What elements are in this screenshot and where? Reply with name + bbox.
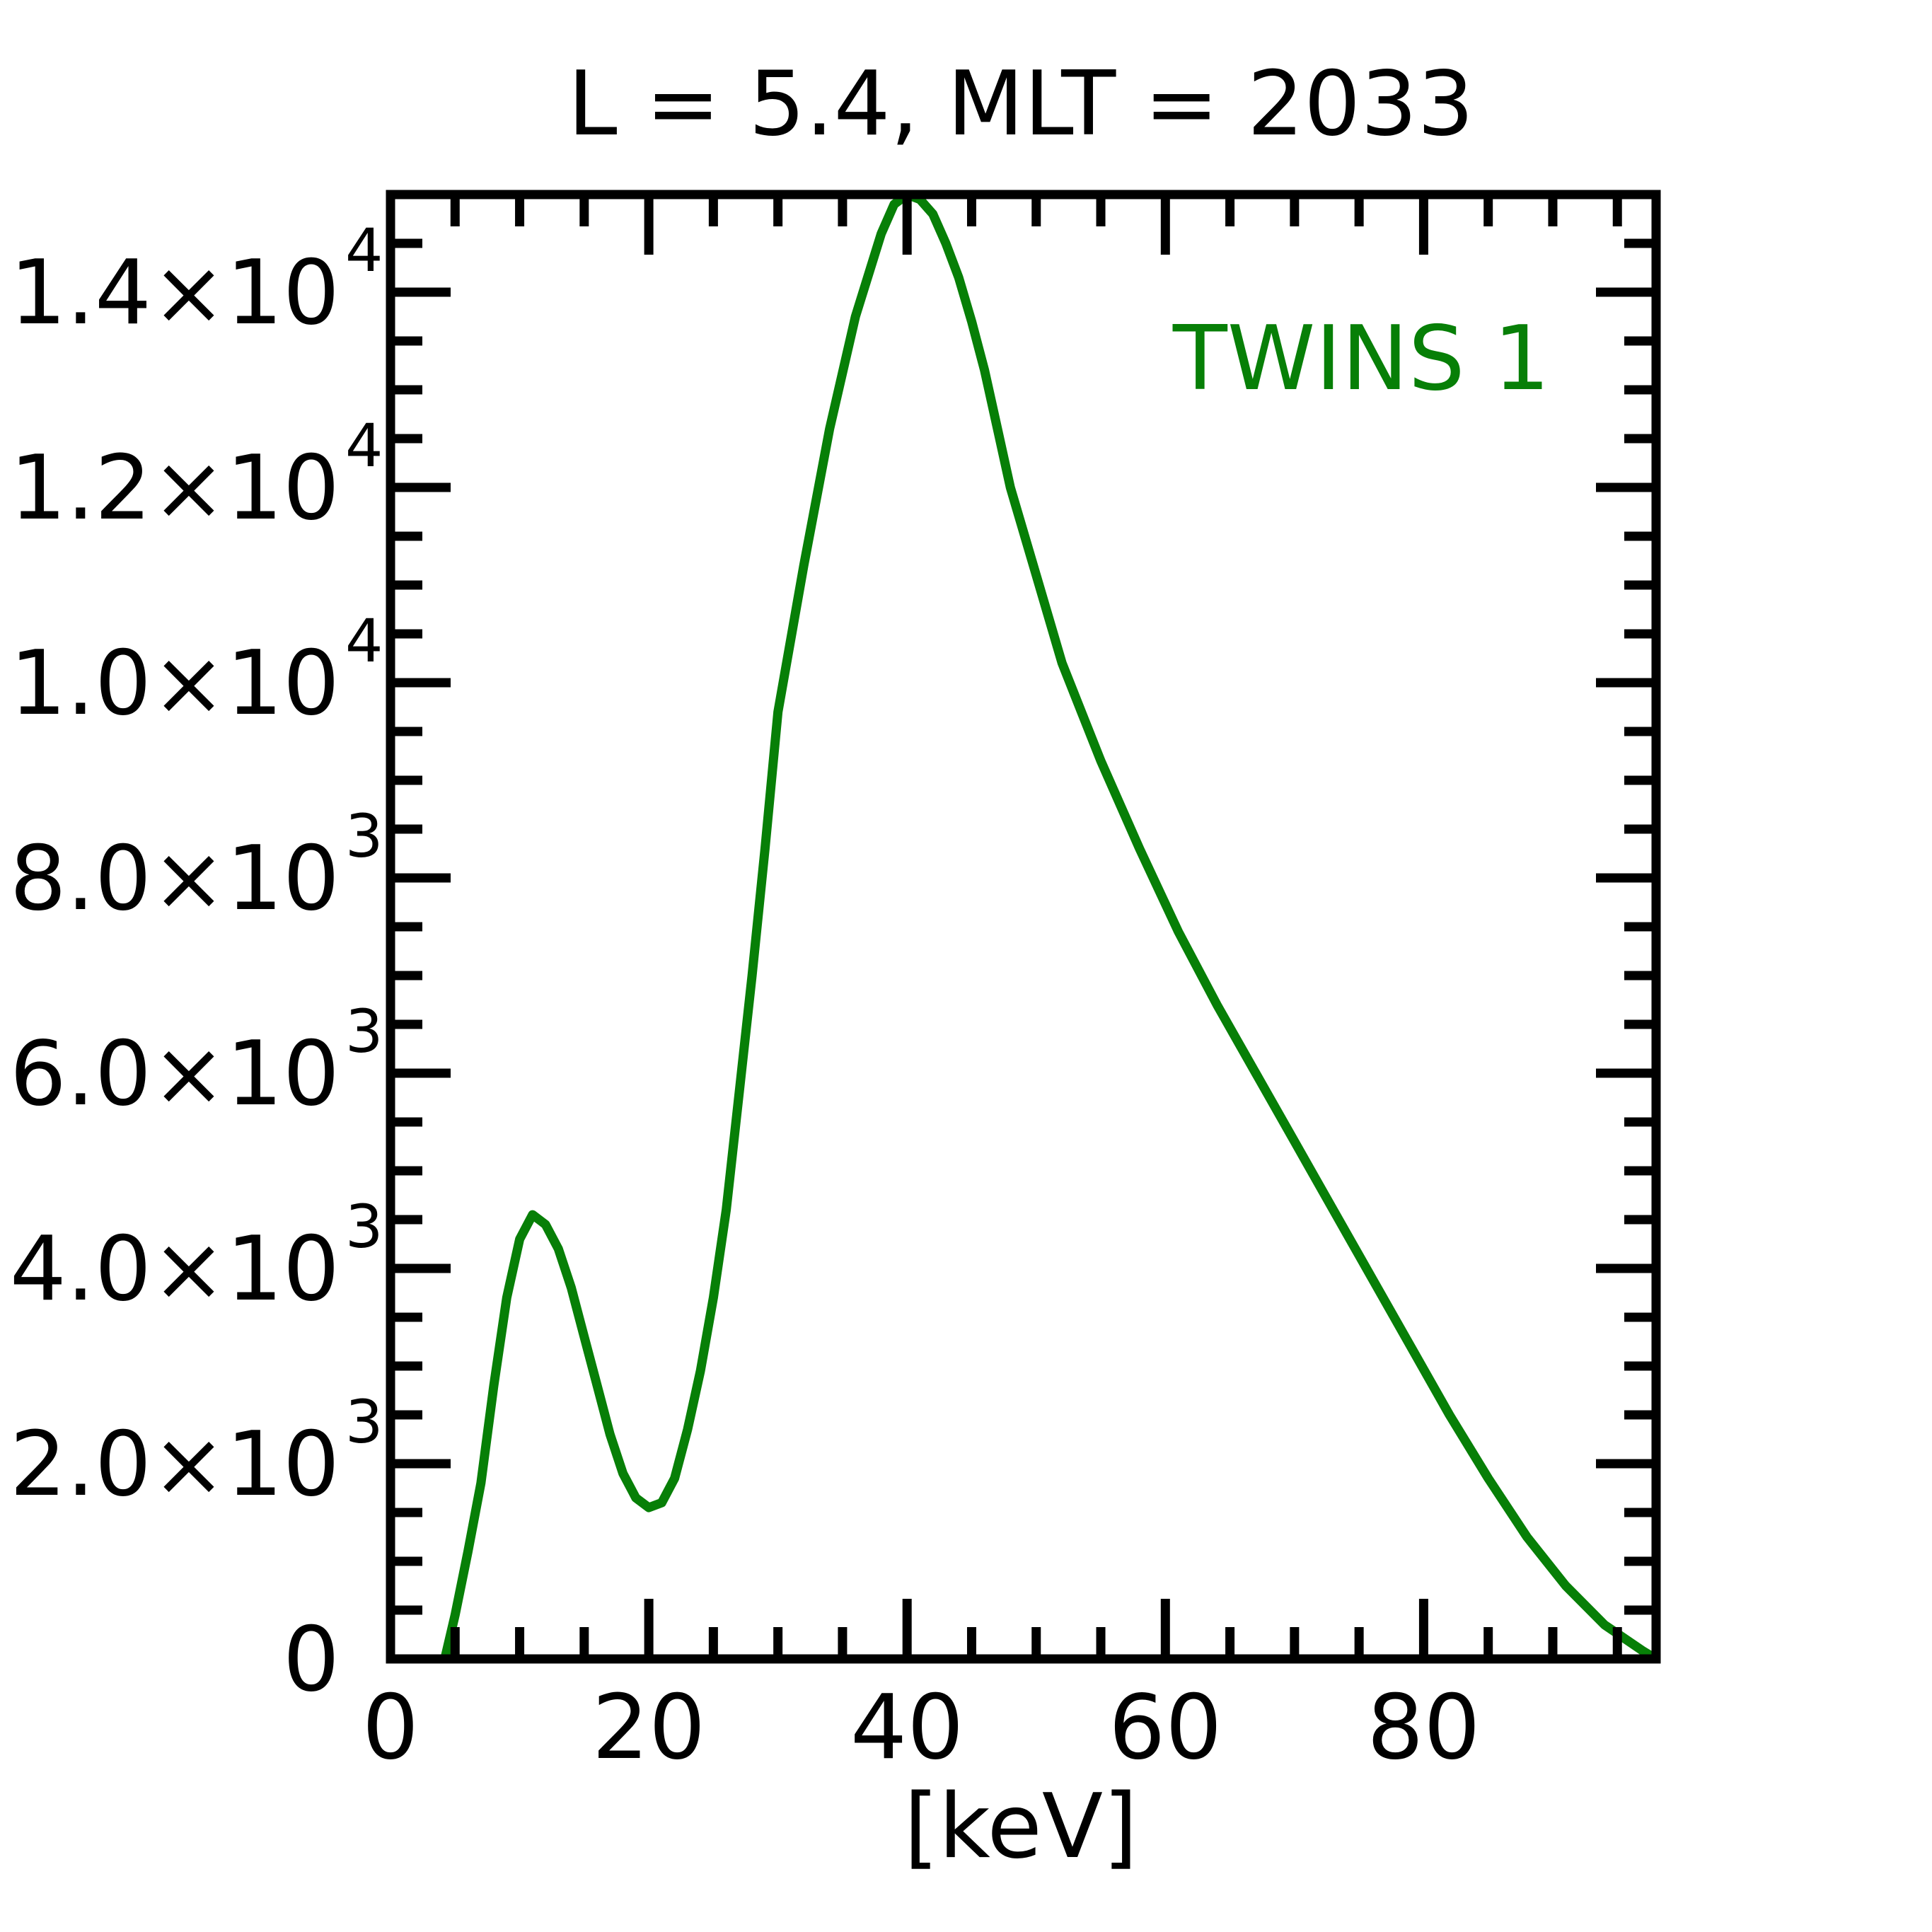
plot-frame xyxy=(386,190,1661,1664)
legend-entry-1: TWINS 1 xyxy=(1172,306,1550,410)
series-line-1 xyxy=(440,195,1656,1659)
x-axis-label: [keV] xyxy=(904,1774,1138,1878)
x-tick-label: 40 xyxy=(850,1675,964,1779)
y-tick-label: 1.0×10 xyxy=(10,631,340,735)
y-tick-exponent: 4 xyxy=(345,606,383,676)
x-tick-label: 0 xyxy=(362,1675,419,1779)
y-tick-label: 1.2×10 xyxy=(10,436,340,540)
x-tick-label: 60 xyxy=(1109,1675,1222,1779)
y-tick-label: 6.0×10 xyxy=(10,1022,340,1126)
y-tick-exponent: 3 xyxy=(345,802,383,871)
y-tick-exponent: 4 xyxy=(345,216,383,285)
y-tick-label: 4.0×10 xyxy=(10,1217,340,1321)
y-tick-label: 0 xyxy=(283,1607,340,1711)
chart-title: L = 5.4, MLT = 2033 xyxy=(567,52,1474,156)
y-tick-label: 2.0×10 xyxy=(10,1412,340,1516)
x-tick-label: 80 xyxy=(1367,1675,1480,1779)
x-tick-label: 20 xyxy=(592,1675,705,1779)
y-tick-exponent: 3 xyxy=(345,997,383,1066)
y-tick-exponent: 3 xyxy=(345,1387,383,1457)
y-tick-exponent: 4 xyxy=(345,411,383,480)
y-tick-exponent: 3 xyxy=(345,1192,383,1261)
y-tick-label: 8.0×10 xyxy=(10,826,340,930)
plot-area: TWINS 1 xyxy=(440,195,1656,1659)
y-tick-label: 1.4×10 xyxy=(10,241,340,345)
